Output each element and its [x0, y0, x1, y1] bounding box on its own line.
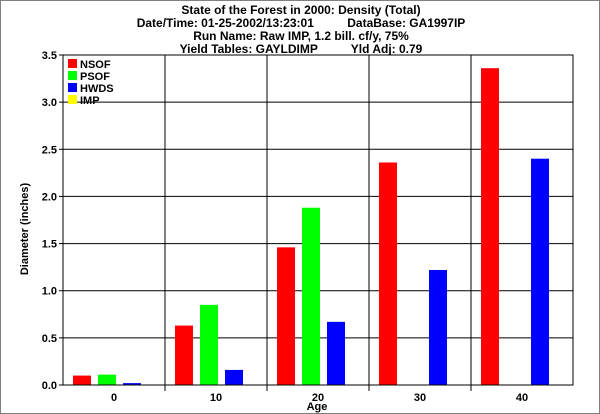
y-axis-title: Diameter (inches) — [19, 183, 31, 276]
y-tick-label: 1.0 — [42, 286, 57, 298]
bar-psof-20 — [302, 207, 320, 385]
chart-subtitle-yield: Yield Tables: GAYLDIMP Yld Adj: 0.79 — [179, 42, 423, 56]
y-tick-label: 1.5 — [42, 239, 57, 251]
legend-swatch-nsof — [68, 59, 77, 68]
bar-nsof-40 — [481, 68, 499, 385]
y-tick-label: 2.5 — [42, 144, 57, 156]
x-tick-label: 30 — [414, 392, 426, 404]
bar-nsof-10 — [175, 325, 193, 385]
y-tick-label: 3.0 — [42, 97, 57, 109]
x-tick-label: 40 — [516, 392, 528, 404]
legend-swatch-psof — [68, 71, 77, 80]
x-tick-label: 10 — [210, 392, 222, 404]
legend-label-nsof: NSOF — [80, 59, 111, 71]
chart-subtitle-datetime: Date/Time: 01-25-2002/13:23:01 DataBase:… — [136, 16, 466, 30]
bar-hwds-40 — [531, 158, 549, 385]
y-tick-label: 0.0 — [42, 380, 57, 392]
bar-nsof-30 — [379, 162, 397, 385]
bar-hwds-30 — [429, 269, 447, 385]
legend-label-imp: IMP — [80, 95, 100, 107]
x-axis-title: Age — [307, 401, 328, 413]
bar-psof-0 — [98, 374, 116, 385]
y-tick-label: 2.0 — [42, 191, 57, 203]
x-tick-label: 0 — [111, 392, 117, 404]
y-tick-label: 0.5 — [42, 333, 57, 345]
bar-hwds-0 — [123, 383, 141, 385]
plot-frame — [62, 54, 574, 386]
y-tick-label: 3.5 — [42, 50, 57, 62]
bar-hwds-10 — [225, 369, 243, 385]
legend-swatch-imp — [68, 95, 77, 104]
bar-nsof-0 — [73, 375, 91, 385]
bar-nsof-20 — [277, 247, 295, 385]
chart-subtitle-run: Run Name: Raw IMP, 1.2 bill. cf/y, 75% — [193, 29, 409, 43]
bar-psof-10 — [200, 304, 218, 385]
legend-label-psof: PSOF — [80, 71, 110, 83]
bar-hwds-20 — [327, 321, 345, 385]
legend-swatch-hwds — [68, 83, 77, 92]
x-tick-label: 20 — [312, 392, 324, 404]
chart-title: State of the Forest in 2000: Density (To… — [181, 3, 421, 17]
legend-label-hwds: HWDS — [80, 83, 114, 95]
